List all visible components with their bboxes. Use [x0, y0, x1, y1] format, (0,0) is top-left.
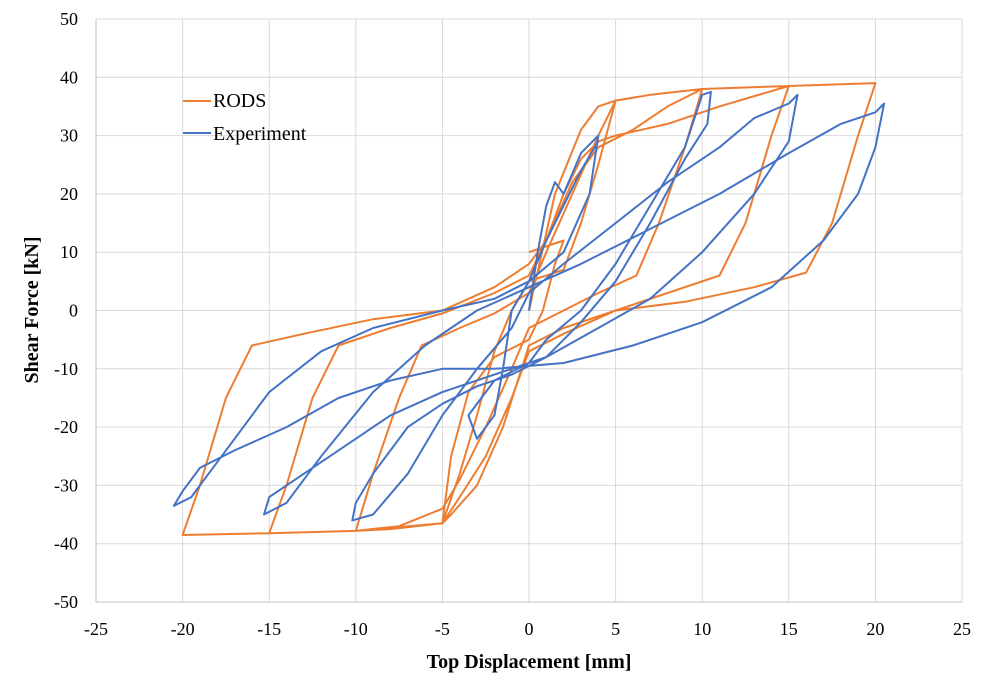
x-tick-label: 20 — [866, 619, 884, 639]
legend-label-rods: RODS — [213, 90, 266, 112]
series-layer — [172, 82, 886, 536]
legend: RODS Experiment — [183, 90, 307, 145]
x-axis-title: Top Displacement [mm] — [427, 651, 632, 673]
y-tick-label: -10 — [54, 359, 78, 379]
y-tick-label: 50 — [60, 9, 78, 29]
y-tick-label: -50 — [54, 592, 78, 612]
x-tick-label: 0 — [525, 619, 534, 639]
y-tick-label: 0 — [69, 301, 78, 321]
y-tick-label: 40 — [60, 67, 78, 87]
x-tick-label: 25 — [953, 619, 971, 639]
x-tick-label: -5 — [435, 619, 450, 639]
x-tick-label: -25 — [84, 619, 108, 639]
x-tick-label: 15 — [780, 619, 798, 639]
series-line-experiment — [172, 90, 886, 522]
y-tick-label: -40 — [54, 534, 78, 554]
legend-label-experiment: Experiment — [213, 123, 307, 145]
y-tick-label: 10 — [60, 242, 78, 262]
x-tick-label: -15 — [257, 619, 281, 639]
x-tick-label: 10 — [693, 619, 711, 639]
y-tick-label: 30 — [60, 126, 78, 146]
axis-layer — [95, 19, 962, 603]
tick-labels: -25 -20 -15 -10 -5 0 5 10 15 20 25-50-40-30-20-100… — [54, 9, 971, 639]
x-tick-label: -10 — [344, 619, 368, 639]
y-tick-label: -20 — [54, 417, 78, 437]
y-tick-label: 20 — [60, 184, 78, 204]
x-tick-label: 5 — [611, 619, 620, 639]
series-line-rods — [181, 82, 877, 536]
y-tick-label: -30 — [54, 475, 78, 495]
x-tick-label: -20 — [171, 619, 195, 639]
y-axis-title: Shear Force [kN] — [21, 236, 43, 383]
